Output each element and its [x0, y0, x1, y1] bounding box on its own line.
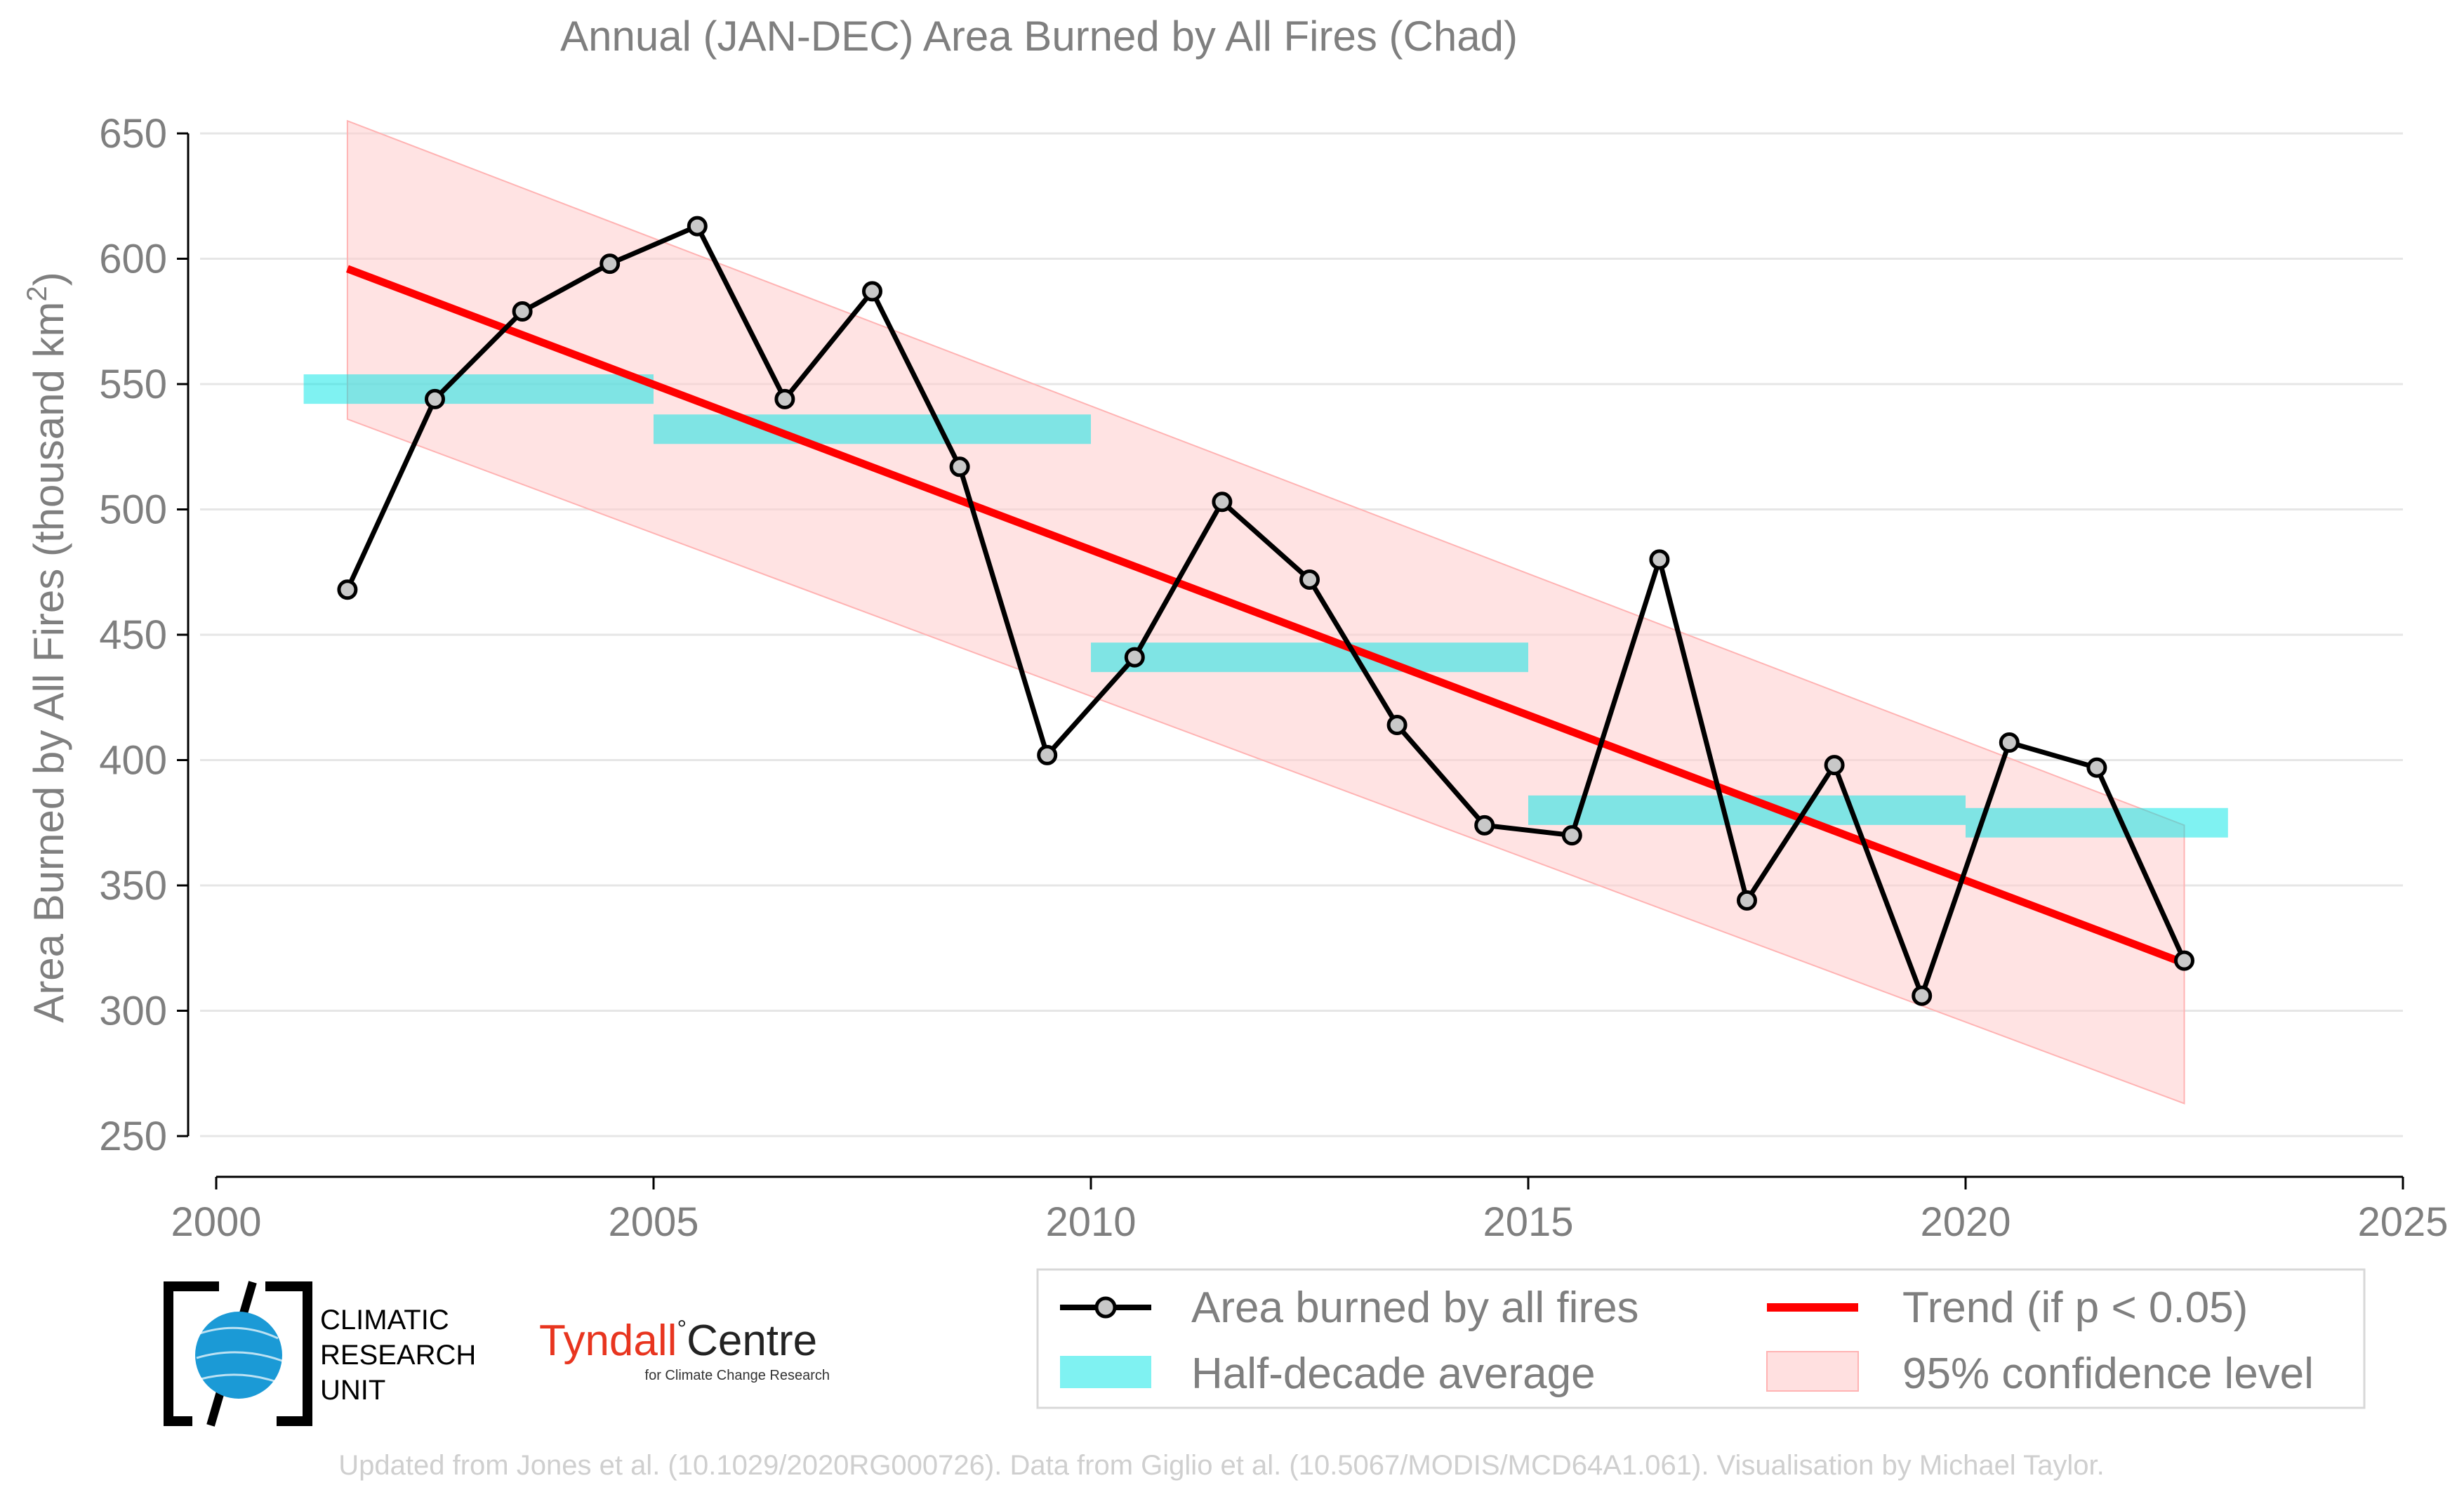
data-point-21: [2174, 950, 2194, 971]
data-point-9: [1124, 647, 1145, 668]
legend-confidence-swatch: [1766, 1351, 1859, 1392]
tyndall-logo-centre: Centre: [687, 1317, 817, 1365]
data-point-11: [1299, 569, 1320, 590]
legend-halfdec: Half-decade average: [1191, 1350, 1596, 1398]
x-tick-label-2015: 2015: [1483, 1199, 1573, 1245]
cru-logo-line3: UNIT: [320, 1375, 385, 1406]
legend-trend: Trend (if p < 0.05): [1902, 1284, 2248, 1332]
half-decade-bar-4: [1966, 807, 2228, 838]
y-tick-label-450: 450: [99, 612, 167, 658]
y-tick-label-500: 500: [99, 487, 167, 533]
half-decade-bar-0: [303, 374, 654, 404]
data-point-12: [1386, 715, 1407, 736]
tyndall-logo-main: Tyndall: [539, 1317, 677, 1365]
x-ticks: 2000 2005 2010 2015 2020 2025: [171, 1177, 2449, 1245]
data-point-14: [1561, 825, 1582, 846]
y-tick-label-650: 650: [99, 111, 167, 157]
chart-title: Annual (JAN-DEC) Area Burned by All Fire…: [560, 13, 1518, 60]
cru-logo: CLIMATIC RESEARCH UNIT: [164, 1281, 476, 1427]
data-point-0: [337, 579, 358, 600]
tyndall-logo-sub: for Climate Change Research: [645, 1368, 830, 1383]
x-tick-label-2010: 2010: [1045, 1199, 1136, 1245]
y-tick-label-250: 250: [99, 1114, 167, 1159]
data-point-10: [1212, 492, 1233, 513]
y-ticks: 250 300 350 400 450 500 550 600 650: [99, 111, 188, 1159]
tyndall-logo: Tyndall°Centre for Climate Change Resear…: [539, 1316, 830, 1383]
x-tick-label-2025: 2025: [2357, 1199, 2448, 1245]
half-decade-bar-1: [654, 414, 1091, 444]
legend-box: [1036, 1268, 2366, 1409]
trend-line-group: [345, 265, 2186, 967]
y-axis-label: Area Burned by All Fires (thousand km2): [22, 272, 72, 1022]
data-point-3: [600, 253, 621, 275]
y-tick-label-600: 600: [99, 237, 167, 282]
half-decade-bar-2: [1091, 642, 1528, 673]
x-tick-label-2020: 2020: [1920, 1199, 2011, 1245]
y-tick-label-550: 550: [99, 362, 167, 407]
x-tick-label-2005: 2005: [608, 1199, 698, 1245]
legend-confidence: 95% confidence level: [1902, 1350, 2314, 1398]
y-tick-label-350: 350: [99, 863, 167, 909]
y-tick-label-400: 400: [99, 738, 167, 784]
data-point-13: [1474, 815, 1495, 836]
half-decade-bars: [303, 374, 2228, 838]
series-line: [345, 223, 2187, 998]
trend-line: [345, 265, 2186, 967]
data-point-17: [1824, 755, 1845, 776]
data-point-16: [1737, 890, 1757, 911]
footer-credit: Updated from Jones et al. (10.1029/2020R…: [338, 1450, 2104, 1481]
data-point-7: [949, 456, 970, 477]
legend: Area burned by all fires Half-decade ave…: [1036, 1268, 2366, 1409]
data-point-2: [512, 301, 533, 322]
legend-series-marker: [1094, 1296, 1117, 1319]
data-point-6: [862, 281, 882, 302]
y-tick-label-300: 300: [99, 989, 167, 1034]
tyndall-logo-degree: °: [677, 1316, 687, 1343]
data-point-5: [774, 388, 795, 409]
legend-halfdec-swatch: [1060, 1356, 1151, 1388]
legend-series: Area burned by all fires: [1191, 1284, 1639, 1332]
data-point-20: [2086, 757, 2107, 778]
data-point-15: [1649, 549, 1670, 570]
x-tick-label-2000: 2000: [171, 1199, 261, 1245]
series-group: [337, 216, 2194, 1006]
data-point-8: [1037, 744, 1058, 765]
data-point-4: [687, 216, 708, 237]
data-point-18: [1912, 985, 1933, 1006]
svg-text:Tyndall°Centre: Tyndall°Centre: [539, 1316, 817, 1365]
cru-logo-line1: CLIMATIC: [320, 1305, 449, 1336]
data-point-19: [1999, 732, 2020, 753]
data-point-1: [425, 388, 445, 409]
cru-logo-line2: RESEARCH: [320, 1340, 476, 1371]
